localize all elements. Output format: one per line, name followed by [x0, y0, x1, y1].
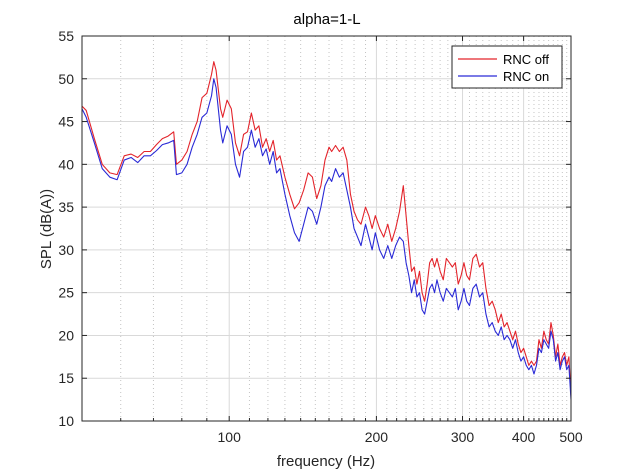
y-tick-label: 55 [58, 28, 74, 44]
y-tick-label: 45 [58, 114, 74, 130]
y-tick-label: 15 [58, 370, 74, 386]
y-tick-label: 10 [58, 413, 74, 429]
series-group [81, 61, 572, 400]
y-tick-label: 40 [58, 156, 74, 172]
x-tick-label: 200 [365, 429, 389, 445]
x-tick-label: 500 [559, 429, 583, 445]
legend-box [451, 45, 563, 89]
y-tick-label: 50 [58, 71, 74, 87]
x-tick-label: 300 [451, 429, 475, 445]
ticks [82, 35, 572, 422]
y-tick-label: 35 [58, 199, 74, 215]
legend: RNC off RNC on [451, 45, 563, 89]
y-tick-label: 30 [58, 242, 74, 258]
legend-label-rnc-on: RNC on [503, 69, 549, 84]
chart-title: alpha=1-L [293, 11, 360, 28]
series-line-rnc-off [81, 61, 572, 396]
plot-area-border [81, 35, 572, 422]
y-axis-label: SPL (dB(A)) [38, 189, 55, 269]
y-tick-label: 25 [58, 285, 74, 301]
x-tick-label: 100 [218, 429, 242, 445]
grid [82, 35, 571, 422]
x-axis-label: frequency (Hz) [277, 453, 375, 470]
series-line-rnc-on [81, 78, 572, 400]
y-tick-label: 20 [58, 327, 74, 343]
legend-label-rnc-off: RNC off [503, 52, 549, 67]
tick-labels: 100 200 300 400 500 10 15 20 25 30 35 40 45 50 55 [58, 28, 582, 445]
x-tick-label: 400 [512, 429, 536, 445]
